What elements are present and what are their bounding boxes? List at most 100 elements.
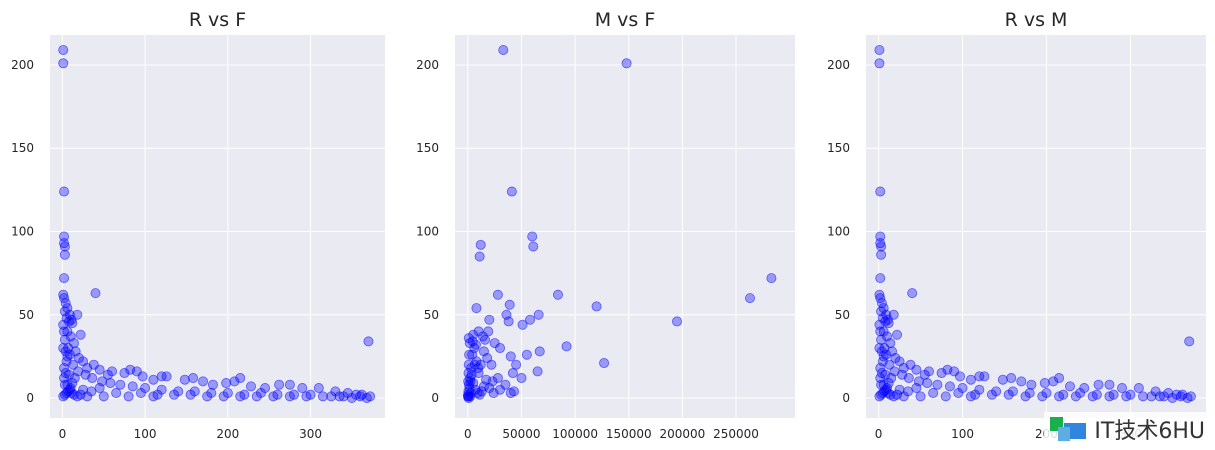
data-point bbox=[115, 379, 126, 390]
data-point bbox=[875, 273, 886, 284]
y-tick-label: 200 bbox=[416, 58, 439, 72]
y-tick-label: 0 bbox=[431, 391, 439, 405]
data-point bbox=[892, 329, 903, 340]
data-point bbox=[58, 343, 69, 354]
data-point bbox=[928, 388, 939, 399]
data-point bbox=[463, 368, 474, 379]
x-tick-label: 250000 bbox=[713, 427, 759, 441]
data-point bbox=[932, 379, 943, 390]
data-point bbox=[953, 388, 964, 399]
x-tick-label: 0 bbox=[59, 427, 67, 441]
data-point bbox=[473, 363, 484, 374]
data-point bbox=[301, 391, 312, 402]
data-point bbox=[1039, 378, 1050, 389]
data-point bbox=[506, 186, 517, 197]
y-tick-label: 150 bbox=[827, 141, 850, 155]
data-point bbox=[876, 241, 887, 252]
x-tick-label: 300 bbox=[299, 427, 322, 441]
data-point bbox=[58, 58, 69, 69]
data-point bbox=[107, 366, 118, 377]
data-point bbox=[59, 273, 70, 284]
data-point bbox=[1065, 381, 1076, 392]
data-point bbox=[483, 326, 494, 337]
chart-title: R vs F bbox=[189, 9, 246, 31]
data-point bbox=[465, 388, 476, 399]
data-point bbox=[1026, 379, 1037, 390]
data-point bbox=[505, 351, 516, 362]
data-point bbox=[528, 241, 539, 252]
data-point bbox=[463, 376, 474, 387]
data-point bbox=[591, 301, 602, 312]
data-point bbox=[313, 383, 324, 394]
data-point bbox=[475, 239, 486, 250]
data-point bbox=[478, 346, 489, 357]
y-tick-label: 200 bbox=[11, 58, 34, 72]
data-point bbox=[202, 391, 213, 402]
data-point bbox=[923, 366, 934, 377]
data-point bbox=[1146, 391, 1157, 402]
data-point bbox=[965, 391, 976, 402]
x-tick-label: 150000 bbox=[606, 427, 652, 441]
data-point bbox=[470, 339, 481, 350]
data-point bbox=[492, 289, 503, 300]
data-point bbox=[1006, 373, 1017, 384]
data-point bbox=[1167, 393, 1178, 404]
data-point bbox=[516, 373, 527, 384]
x-tick-label: 100 bbox=[951, 427, 974, 441]
data-point bbox=[463, 393, 474, 404]
data-point bbox=[1087, 391, 1098, 402]
data-point bbox=[944, 381, 955, 392]
data-point bbox=[532, 366, 543, 377]
data-point bbox=[346, 393, 357, 404]
y-tick-label: 0 bbox=[26, 391, 34, 405]
data-point bbox=[59, 238, 70, 249]
data-point bbox=[58, 44, 69, 55]
data-point bbox=[492, 373, 503, 384]
plot-area bbox=[866, 35, 1206, 418]
data-point bbox=[111, 388, 122, 399]
y-tick-label: 0 bbox=[842, 391, 850, 405]
data-point bbox=[940, 391, 951, 402]
data-point bbox=[474, 251, 485, 262]
data-point bbox=[1048, 376, 1059, 387]
data-point bbox=[875, 186, 886, 197]
data-point bbox=[911, 364, 922, 375]
data-point bbox=[507, 368, 518, 379]
data-point bbox=[1054, 373, 1065, 384]
x-tick-label: 50000 bbox=[502, 427, 540, 441]
data-point bbox=[221, 378, 232, 389]
data-point bbox=[75, 329, 86, 340]
data-point bbox=[876, 249, 887, 260]
data-point bbox=[58, 319, 69, 330]
watermark: IT技术6HU bbox=[1044, 412, 1209, 446]
data-point bbox=[505, 388, 516, 399]
data-point bbox=[599, 358, 610, 369]
data-point bbox=[90, 288, 101, 299]
data-point bbox=[235, 391, 246, 402]
data-point bbox=[82, 391, 93, 402]
y-tick-label: 100 bbox=[827, 224, 850, 238]
data-point bbox=[59, 373, 70, 384]
data-point bbox=[875, 373, 886, 384]
data-point bbox=[561, 341, 572, 352]
data-point bbox=[268, 391, 279, 402]
data-point bbox=[188, 373, 199, 384]
data-point bbox=[284, 391, 295, 402]
watermark-text: IT技术6HU bbox=[1094, 419, 1205, 444]
data-point bbox=[363, 336, 374, 347]
data-point bbox=[1003, 389, 1014, 400]
data-point bbox=[907, 288, 918, 299]
data-point bbox=[465, 391, 476, 402]
data-point bbox=[480, 334, 491, 345]
data-point bbox=[489, 338, 500, 349]
data-point bbox=[911, 383, 922, 394]
data-point bbox=[886, 373, 897, 384]
plot-area bbox=[455, 35, 795, 418]
data-point bbox=[185, 389, 196, 400]
y-tick-label: 100 bbox=[11, 224, 34, 238]
x-tick-label: 200000 bbox=[659, 427, 705, 441]
data-point bbox=[766, 273, 777, 284]
data-point bbox=[503, 316, 514, 327]
data-point bbox=[59, 186, 70, 197]
data-point bbox=[355, 391, 366, 402]
